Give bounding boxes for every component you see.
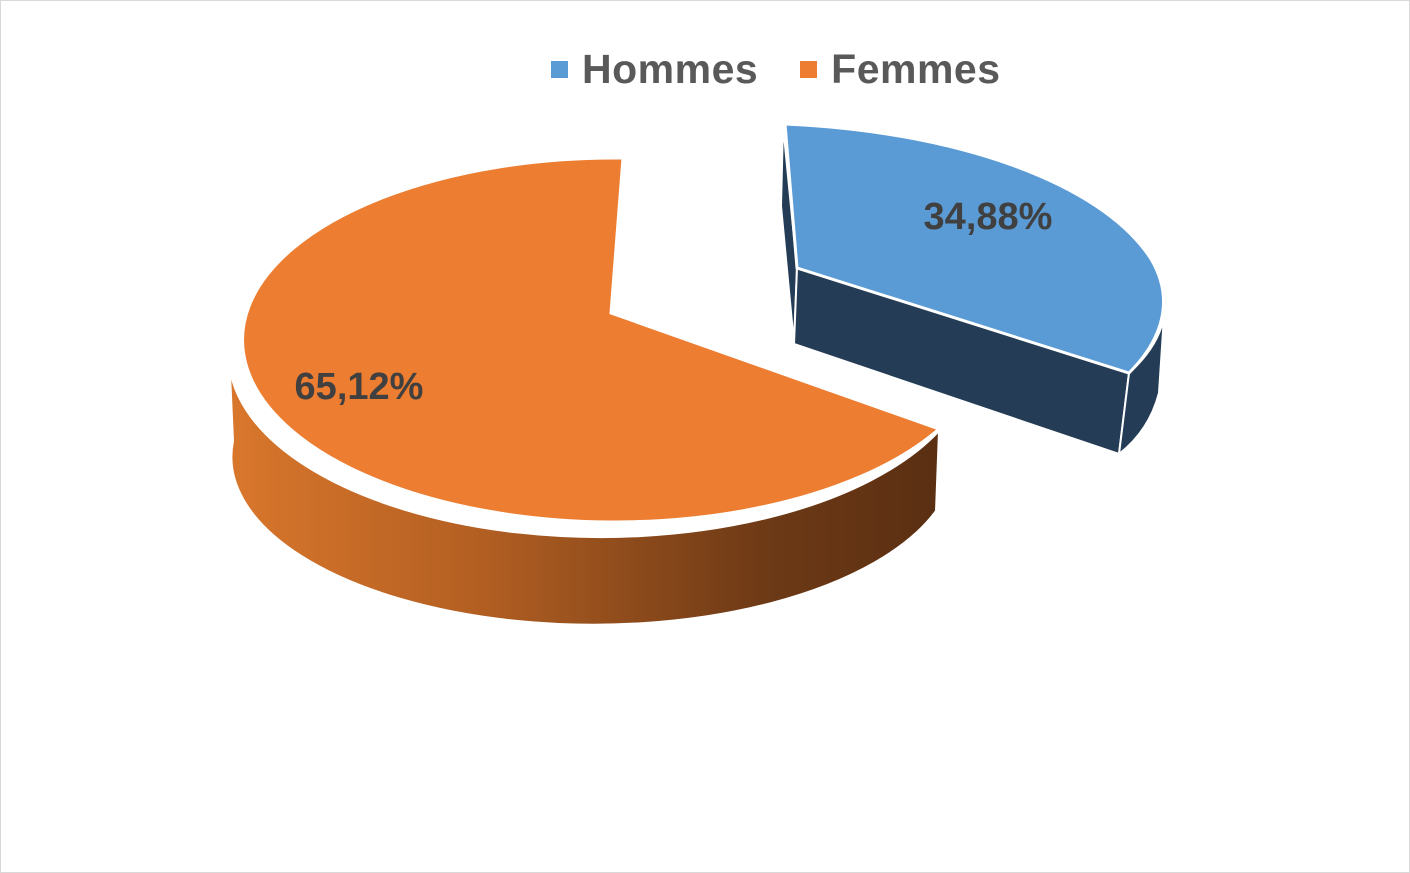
legend-label-hommes: Hommes <box>582 45 759 92</box>
data-label-hommes: 34,88% <box>924 196 1053 238</box>
legend-swatch-femmes <box>800 60 818 78</box>
legend-item-hommes: Hommes <box>551 46 758 93</box>
pie-slice-femmes <box>227 156 942 626</box>
legend-label-femmes: Femmes <box>831 45 1001 92</box>
legend-swatch-hommes <box>551 60 568 78</box>
pie-slice-hommes <box>779 122 1166 457</box>
data-label-femmes: 65,12% <box>295 366 424 408</box>
pie-slice-femmes-top <box>241 156 942 524</box>
legend-item-femmes: Femmes <box>800 46 1000 93</box>
pie-slice-hommes-top <box>783 122 1166 375</box>
legend: Hommes Femmes <box>551 45 1043 93</box>
pie-slice-femmes-side <box>227 350 941 626</box>
